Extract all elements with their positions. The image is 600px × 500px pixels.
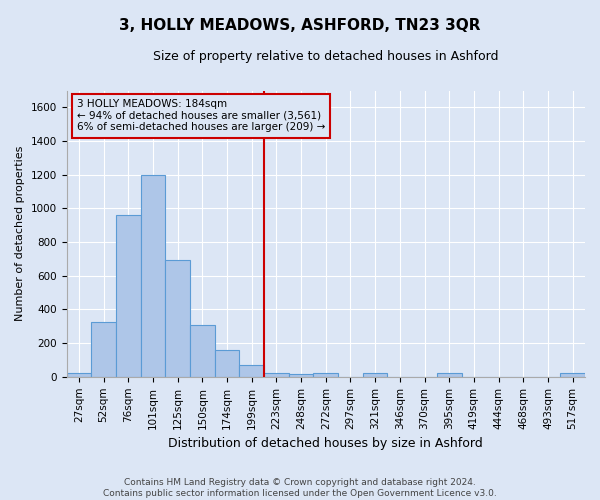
Bar bbox=[437, 374, 461, 377]
Bar bbox=[289, 374, 313, 377]
Bar bbox=[190, 324, 215, 377]
Text: Contains HM Land Registry data © Crown copyright and database right 2024.
Contai: Contains HM Land Registry data © Crown c… bbox=[103, 478, 497, 498]
Bar bbox=[140, 175, 165, 377]
Bar bbox=[363, 372, 388, 377]
Bar bbox=[560, 374, 585, 377]
Bar bbox=[313, 374, 338, 377]
Title: Size of property relative to detached houses in Ashford: Size of property relative to detached ho… bbox=[153, 50, 499, 63]
Text: 3 HOLLY MEADOWS: 184sqm
← 94% of detached houses are smaller (3,561)
6% of semi-: 3 HOLLY MEADOWS: 184sqm ← 94% of detache… bbox=[77, 99, 325, 132]
Text: 3, HOLLY MEADOWS, ASHFORD, TN23 3QR: 3, HOLLY MEADOWS, ASHFORD, TN23 3QR bbox=[119, 18, 481, 32]
Bar bbox=[67, 372, 91, 377]
X-axis label: Distribution of detached houses by size in Ashford: Distribution of detached houses by size … bbox=[169, 437, 483, 450]
Y-axis label: Number of detached properties: Number of detached properties bbox=[15, 146, 25, 322]
Bar bbox=[264, 372, 289, 377]
Bar bbox=[91, 322, 116, 377]
Bar bbox=[165, 260, 190, 377]
Bar bbox=[116, 215, 140, 377]
Bar bbox=[239, 365, 264, 377]
Bar bbox=[215, 350, 239, 377]
